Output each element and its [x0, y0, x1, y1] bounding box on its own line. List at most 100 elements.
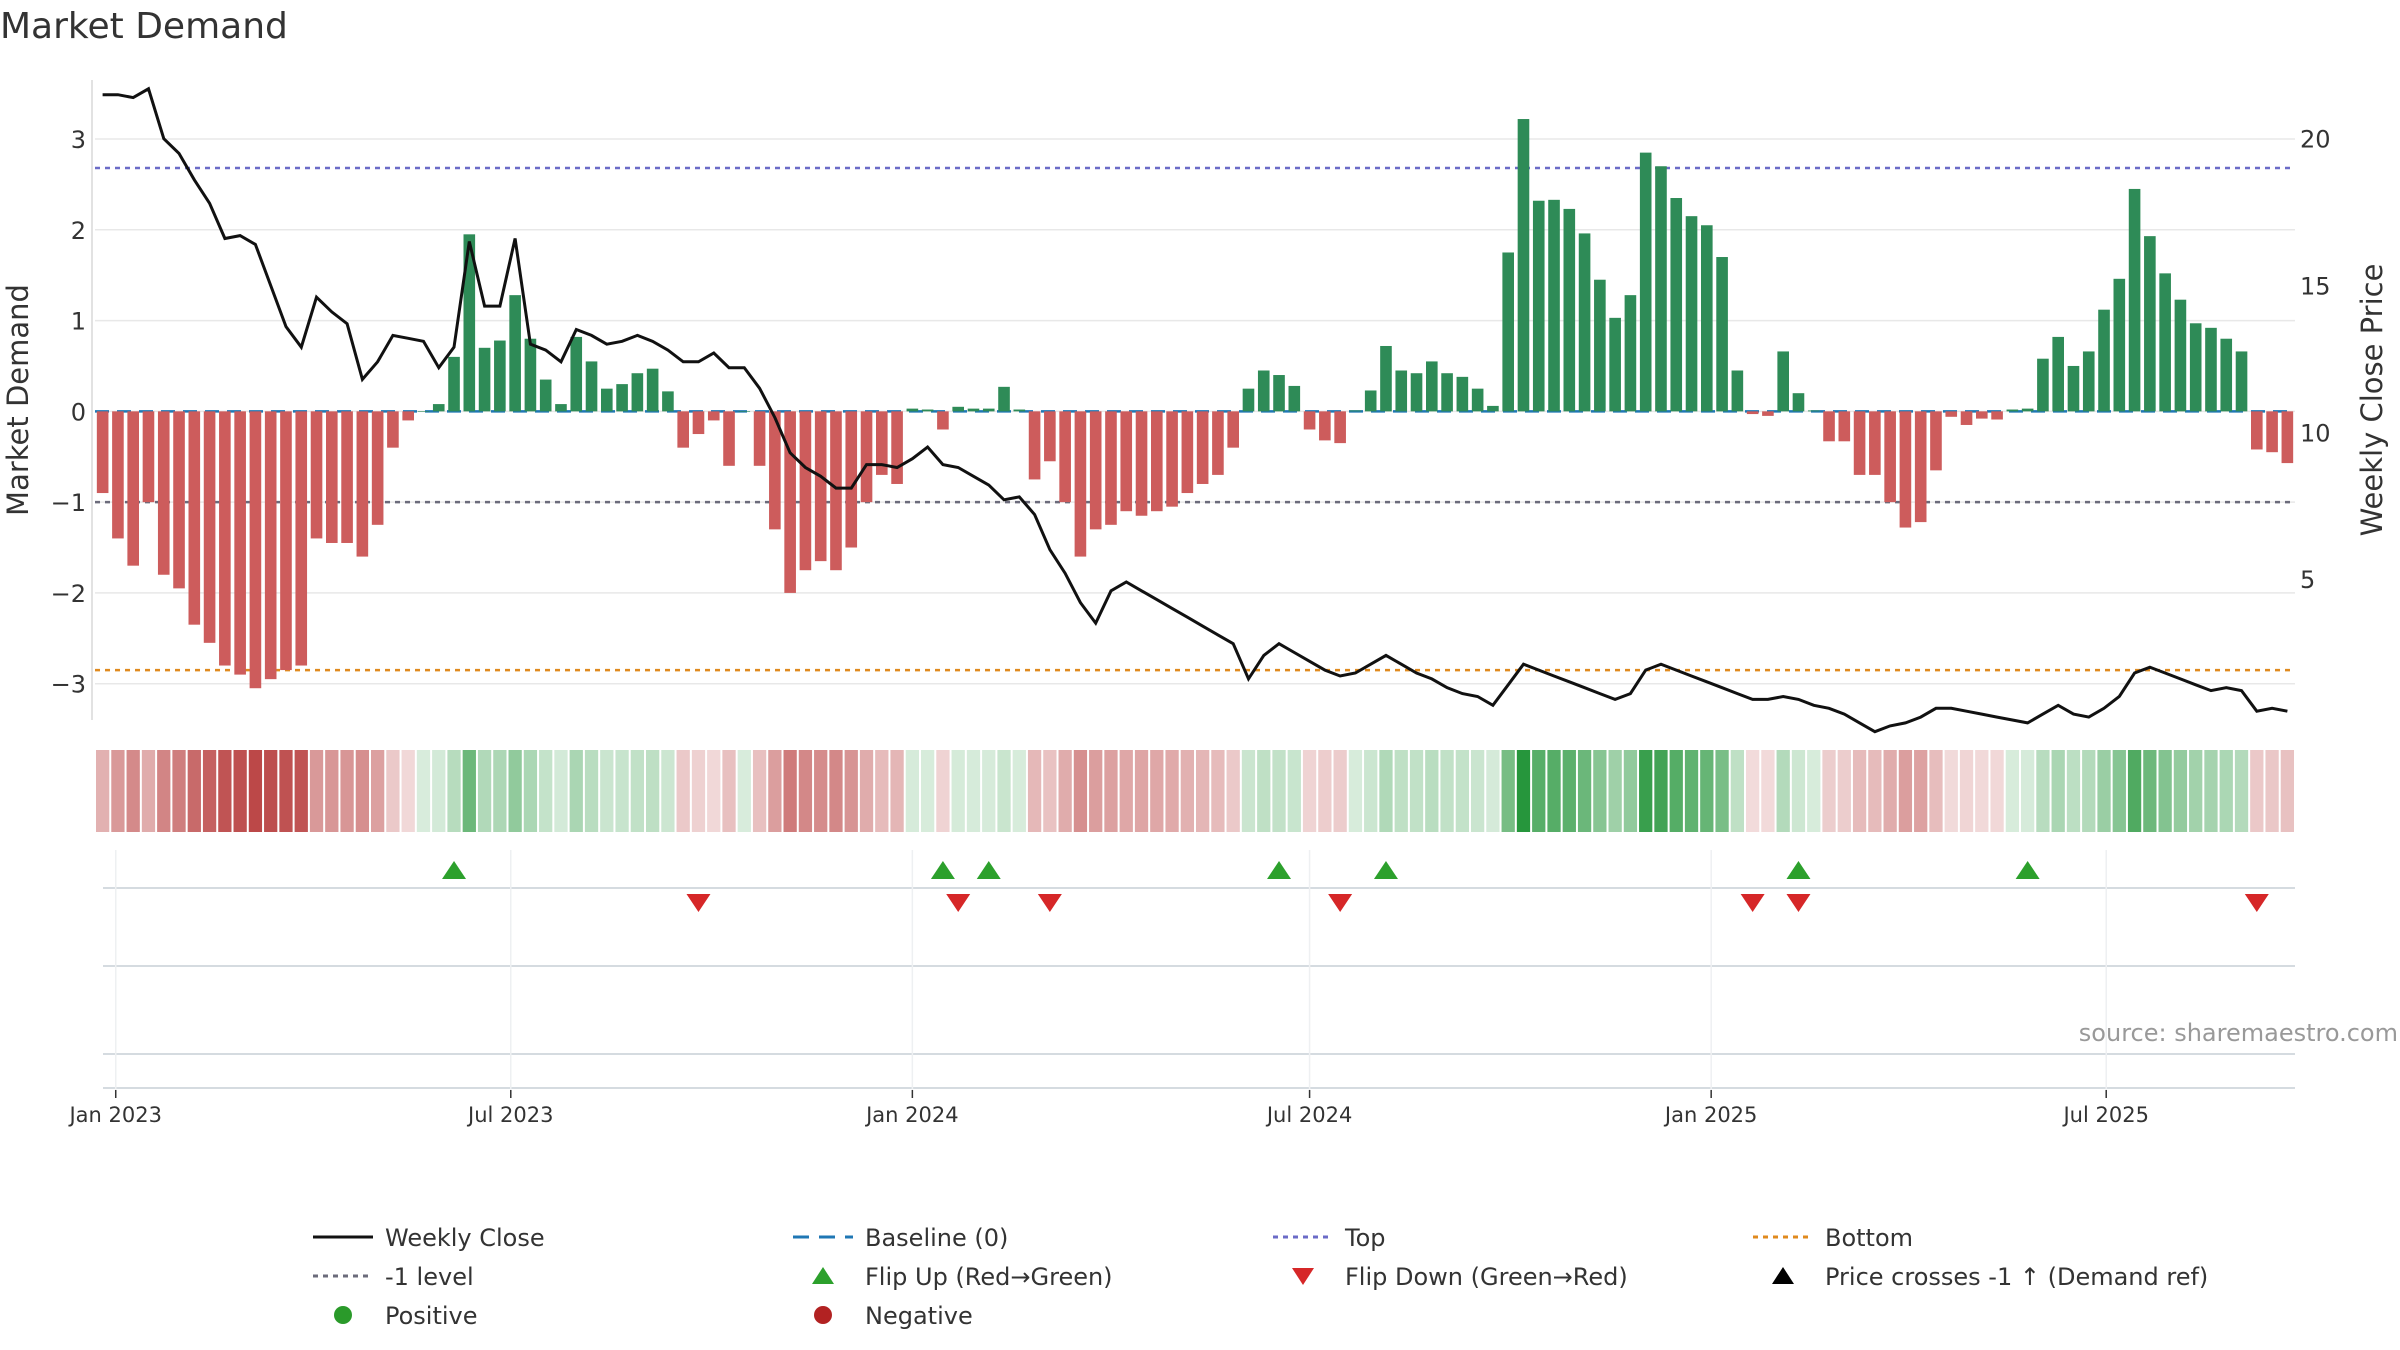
- demand-bar: [1976, 411, 1988, 419]
- heat-cell: [1455, 750, 1469, 832]
- demand-bar: [1960, 411, 1973, 425]
- heat-cell: [875, 750, 889, 832]
- legend-item: Price crosses -1 ↑ (Demand ref): [1772, 1263, 2208, 1291]
- demand-bar: [219, 411, 231, 666]
- heat-cell: [1791, 750, 1806, 832]
- heat-cell: [584, 750, 599, 832]
- heat-cell: [172, 750, 186, 832]
- demand-bar: [2082, 351, 2095, 412]
- legend-label: Top: [1344, 1224, 1386, 1252]
- heat-cell: [1532, 750, 1546, 832]
- heat-cell: [600, 750, 614, 832]
- heat-cell: [844, 750, 858, 832]
- demand-bar: [173, 411, 185, 589]
- demand-bar: [1074, 411, 1087, 557]
- heat-cell: [569, 750, 583, 832]
- demand-bar: [830, 411, 842, 571]
- demand-bar: [692, 411, 705, 435]
- legend-item: Positive: [334, 1302, 478, 1330]
- demand-bar: [2128, 188, 2141, 412]
- demand-bar: [937, 411, 949, 430]
- demand-bar: [555, 404, 567, 412]
- demand-bar: [1135, 411, 1148, 516]
- heat-cell: [1959, 750, 1974, 832]
- weekly-close-line: [102, 86, 2288, 734]
- demand-bar: [1563, 208, 1576, 412]
- demand-bar: [371, 411, 384, 525]
- demand-bar: [1548, 199, 1560, 412]
- heat-cell: [248, 750, 263, 832]
- heat-cell: [1302, 750, 1317, 832]
- heat-cell: [1975, 750, 1989, 832]
- demand-bar: [203, 411, 216, 643]
- demand-bar: [738, 411, 751, 412]
- demand-bar: [1853, 411, 1866, 475]
- heat-cell: [126, 750, 140, 832]
- demand-bar: [1364, 390, 1377, 412]
- heat-cell: [2127, 750, 2142, 832]
- y-axis-ticks: 3 2 1 0 −1 −2 −3: [51, 126, 86, 699]
- demand-bar: [1105, 411, 1117, 525]
- demand-bar: [799, 411, 812, 571]
- flip-up-marker: [976, 861, 1001, 879]
- demand-bar: [1624, 295, 1637, 412]
- heat-cell: [783, 750, 797, 832]
- flip-down-marker: [1740, 894, 1765, 912]
- heat-cell: [1348, 750, 1363, 832]
- demand-bar: [356, 411, 369, 557]
- flip-down-marker: [1328, 894, 1353, 912]
- demand-bars: [96, 119, 2294, 689]
- flip-up-marker: [930, 861, 955, 879]
- heat-cell: [508, 750, 522, 832]
- demand-bar: [2251, 411, 2263, 450]
- heat-cell: [309, 750, 324, 832]
- heat-cell: [1715, 750, 1729, 832]
- legend-label: Bottom: [1825, 1224, 1913, 1252]
- heat-cell: [294, 750, 308, 832]
- demand-bar: [1777, 351, 1789, 412]
- heat-cell: [2234, 750, 2249, 832]
- heat-cell: [722, 750, 736, 832]
- heat-cell: [1287, 750, 1301, 832]
- heat-cell: [2097, 750, 2111, 832]
- heat-cell: [340, 750, 354, 832]
- demand-bar: [1242, 388, 1255, 412]
- heat-cell: [2219, 750, 2233, 832]
- heat-cell: [1608, 750, 1622, 832]
- demand-bar: [188, 411, 201, 625]
- heat-cell: [1440, 750, 1454, 832]
- heat-cell: [615, 750, 629, 832]
- demand-bar: [616, 384, 628, 412]
- y-tick-label: −3: [51, 671, 86, 699]
- demand-bar: [1807, 410, 1820, 412]
- heat-cell: [1654, 750, 1668, 832]
- demand-bar: [1502, 252, 1514, 412]
- demand-bar: [1792, 393, 1805, 412]
- demand-bar: [1456, 376, 1469, 412]
- heat-cell: [2158, 750, 2172, 832]
- legend-item: -1 level: [313, 1263, 474, 1291]
- heat-cell: [1043, 750, 1057, 832]
- legend-swatch: [1292, 1268, 1314, 1285]
- demand-bar: [1594, 279, 1606, 412]
- y-tick-label: −1: [51, 489, 86, 517]
- demand-bar: [1685, 216, 1698, 412]
- heat-cell: [523, 750, 538, 832]
- heat-cell: [2250, 750, 2264, 832]
- demand-bar: [2159, 273, 2171, 412]
- demand-bar: [1013, 409, 1026, 412]
- heat-cell: [1547, 750, 1561, 832]
- heat-cell: [1623, 750, 1638, 832]
- demand-bar: [845, 411, 858, 548]
- lower-panels: [103, 850, 2295, 1090]
- heat-cell: [676, 750, 690, 832]
- demand-bar: [1196, 411, 1209, 484]
- demand-bar: [2205, 327, 2217, 412]
- demand-bar: [494, 340, 506, 412]
- demand-bar: [2113, 278, 2126, 412]
- flip-down-marker: [1037, 894, 1062, 912]
- legend-swatch: [334, 1306, 352, 1324]
- heat-cell: [111, 750, 125, 832]
- heat-cell: [96, 750, 110, 832]
- heat-cell: [768, 750, 782, 832]
